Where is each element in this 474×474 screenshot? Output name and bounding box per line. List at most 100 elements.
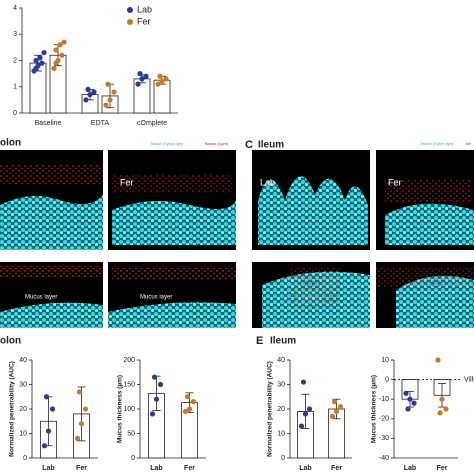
- data-point: [186, 406, 193, 412]
- beads: [0, 165, 103, 185]
- data-point: [337, 403, 344, 410]
- x-tick-label: Baseline: [35, 120, 62, 127]
- beads: [112, 175, 232, 193]
- legend-marker: [127, 19, 133, 25]
- x-tick-label: cOmplete: [137, 120, 167, 127]
- data-point: [331, 399, 338, 405]
- beads: [112, 268, 236, 280]
- legend-label: Lab: [137, 4, 152, 14]
- legend-text: Be: [466, 141, 472, 146]
- data-point: [107, 97, 113, 103]
- data-point: [190, 399, 197, 405]
- legend-text: Tissue (Syto9 dye): [420, 141, 454, 146]
- data-point: [302, 411, 309, 417]
- data-point: [329, 413, 336, 419]
- tissue: [258, 176, 368, 245]
- data-point: [153, 396, 160, 402]
- data-point: [182, 408, 189, 415]
- y-tick-label: -20: [379, 416, 389, 423]
- data-point: [137, 71, 143, 77]
- data-point: [83, 97, 89, 103]
- tissue: [385, 203, 474, 245]
- data-point: [61, 39, 67, 45]
- data-point: [111, 89, 117, 95]
- data-point: [300, 379, 307, 385]
- data-point: [405, 406, 411, 412]
- image-label: Fer: [388, 177, 402, 187]
- data-point: [407, 396, 413, 402]
- data-point: [157, 73, 163, 79]
- y-tick-label: 0: [131, 455, 135, 462]
- data-point: [57, 42, 63, 48]
- data-point: [39, 60, 45, 66]
- y-tick-label: -10: [379, 396, 389, 403]
- data-point: [45, 428, 52, 434]
- data-point: [143, 73, 149, 79]
- x-tick-label: Fer: [76, 465, 87, 472]
- panel-title: olon: [0, 138, 21, 149]
- y-tick-label: 2: [13, 57, 17, 64]
- y-tick-label: 20: [277, 406, 285, 413]
- data-point: [41, 50, 47, 56]
- y-tick-label: 1: [13, 84, 17, 91]
- y-tick-label: 0: [23, 455, 27, 462]
- beads: [0, 266, 103, 278]
- data-point: [76, 389, 83, 395]
- data-point: [41, 443, 48, 449]
- data-point: [135, 81, 141, 87]
- data-point: [85, 86, 91, 92]
- legend-text: Tissue (Syto9 dye): [150, 141, 184, 146]
- data-point: [163, 76, 169, 82]
- y-axis-label: Normalized penetrability (AUC): [9, 361, 16, 457]
- data-point: [43, 394, 50, 400]
- data-point: [333, 408, 340, 415]
- data-point: [103, 102, 109, 108]
- x-tick-label: EDTA: [91, 120, 109, 127]
- y-tick-label: 3: [13, 31, 17, 38]
- x-tick-label: Fer: [437, 465, 448, 472]
- panel-title: olon: [0, 336, 21, 347]
- data-point: [184, 394, 191, 400]
- data-point: [149, 411, 156, 417]
- y-tick-label: 4: [13, 5, 17, 12]
- data-point: [53, 60, 59, 66]
- y-tick-label: -40: [379, 455, 389, 462]
- panel-letter: C: [245, 139, 253, 151]
- tissue: [112, 200, 236, 245]
- data-point: [157, 381, 164, 388]
- microscopy: [0, 150, 474, 328]
- data-point: [403, 390, 409, 396]
- y-tick-label: 40: [277, 357, 285, 364]
- y-tick-label: 0: [281, 455, 285, 462]
- tissue: [108, 302, 236, 328]
- y-tick-label: 100: [123, 406, 135, 413]
- annotation: Villu: [464, 376, 474, 383]
- panel-title: Ileum: [258, 140, 284, 151]
- data-point: [33, 57, 39, 64]
- image-label: Mucus layer: [140, 295, 172, 301]
- y-axis-label: Mucus thickness (µm): [371, 375, 378, 443]
- y-tick-label: 0: [385, 376, 389, 383]
- x-tick-label: Lab: [404, 465, 416, 472]
- data-point: [151, 374, 158, 380]
- data-point: [439, 396, 445, 402]
- data-point: [49, 406, 56, 412]
- y-tick-label: 150: [123, 381, 135, 388]
- beads: [290, 268, 340, 308]
- data-point: [74, 435, 81, 441]
- data-point: [298, 423, 305, 429]
- x-tick-label: Lab: [42, 465, 54, 472]
- y-axis-label: Mucus thickness (µm): [117, 375, 124, 443]
- data-point: [82, 406, 89, 412]
- image-label: Mucus layer: [25, 295, 57, 301]
- data-point: [53, 47, 59, 53]
- data-point: [443, 406, 449, 412]
- y-tick-label: 30: [277, 381, 285, 388]
- panel-title: Ileum: [270, 336, 296, 347]
- legend-marker: [127, 7, 133, 13]
- beads: [385, 180, 470, 202]
- data-point: [411, 400, 417, 406]
- image-label: Fer: [120, 177, 134, 187]
- data-point: [437, 410, 443, 416]
